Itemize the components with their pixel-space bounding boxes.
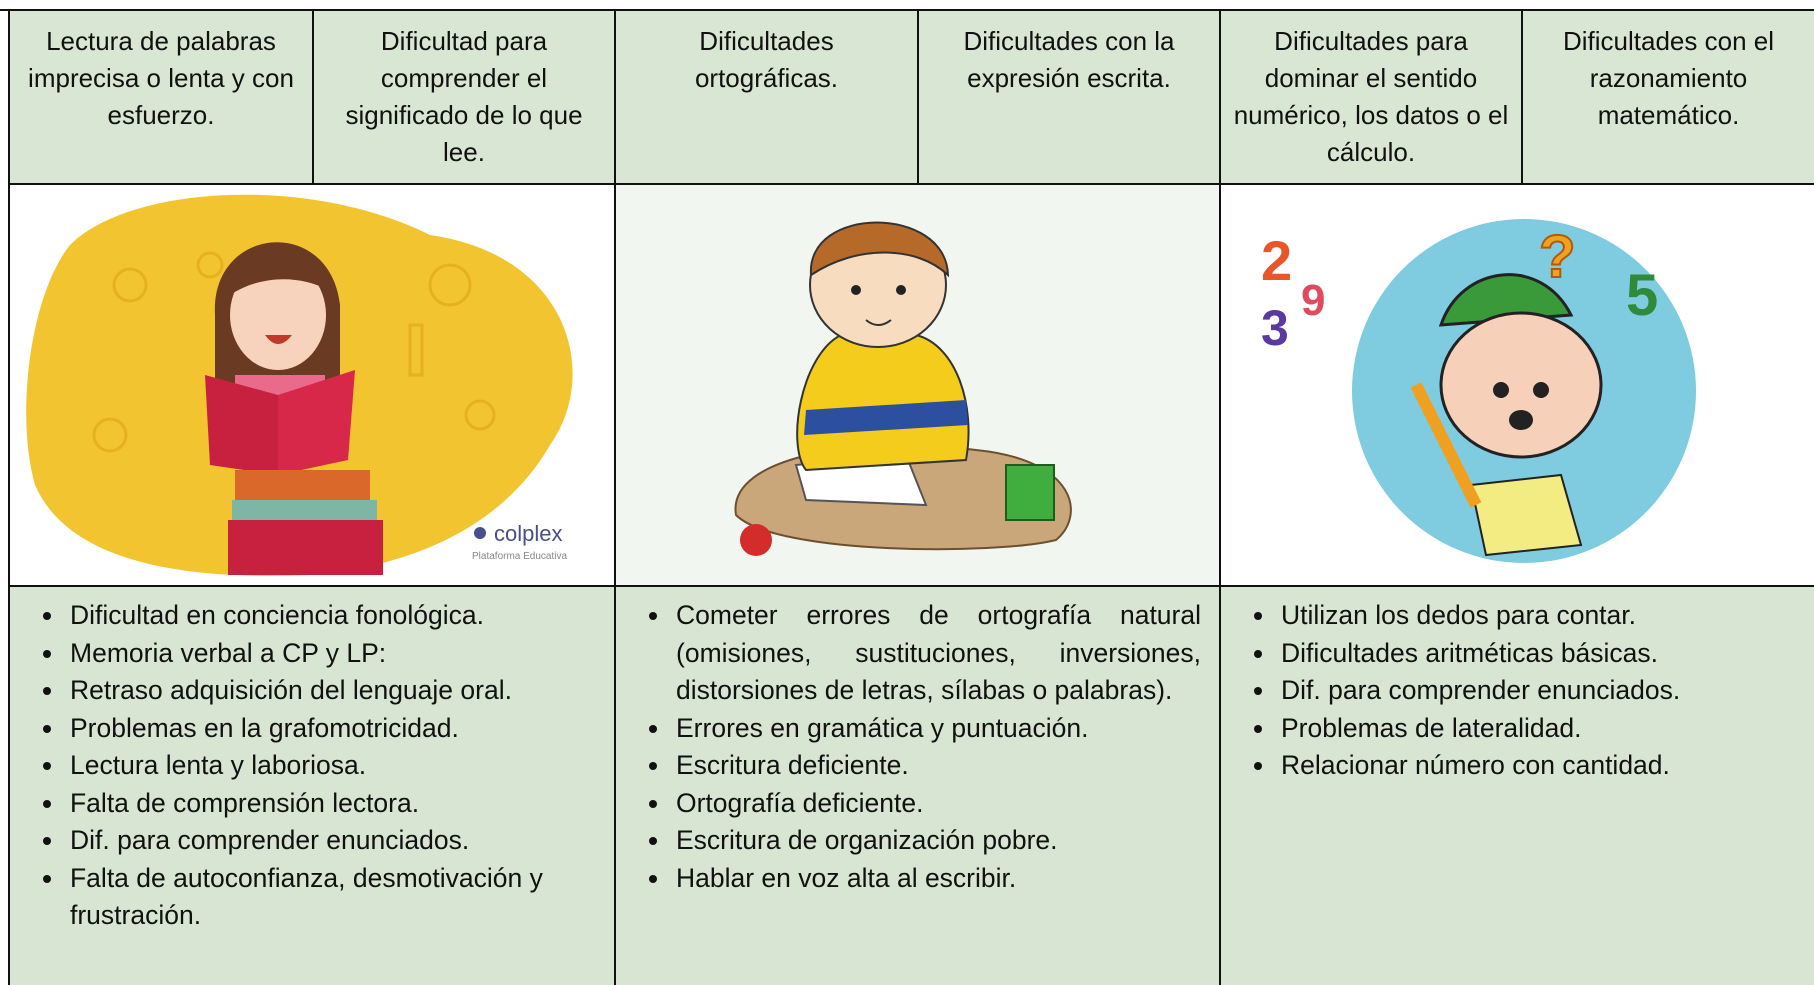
number: 9 — [1301, 276, 1325, 325]
list-item: Relacionar número con cantidad. — [1277, 747, 1796, 785]
list-item: Falta de autoconfianza, desmotivación y … — [66, 860, 596, 935]
list-item: Memoria verbal a CP y LP: — [66, 635, 596, 673]
list-item: Dif. para comprender enunciados. — [1277, 672, 1796, 710]
list-item: Dificultad en conciencia fonológica. — [66, 597, 596, 635]
list-item: Problemas en la grafomotricidad. — [66, 710, 596, 748]
header-cell: Lectura de palabras imprecisa o lenta y … — [8, 9, 312, 184]
header-text: Dificultades con el razonamiento matemát… — [1563, 26, 1774, 130]
image-cell: colplex Plataforma Educativa — [8, 183, 614, 586]
header-text: Dificultad para comprender el significad… — [345, 26, 583, 167]
image-cell — [614, 183, 1219, 586]
header-cell: Dificultades con el razonamiento matemát… — [1521, 9, 1814, 184]
list-cell: Dificultad en conciencia fonológica.Memo… — [8, 585, 614, 985]
list-item: Dificultades aritméticas básicas. — [1277, 635, 1796, 673]
list-item: Lectura lenta y laboriosa. — [66, 747, 596, 785]
list-item: Hablar en voz alta al escribir. — [672, 860, 1201, 898]
number: 2 — [1261, 229, 1292, 292]
number: 5 — [1626, 263, 1658, 328]
header-cell: Dificultades ortográficas. — [614, 9, 917, 184]
list-item: Retraso adquisición del lenguaje oral. — [66, 672, 596, 710]
reading-girl-illustration: colplex Plataforma Educativa — [26, 194, 573, 576]
header-text: Dificultades con la expresión escrita. — [963, 26, 1175, 93]
list-cell: Cometer errores de ortografía natural (o… — [614, 585, 1219, 985]
number: 3 — [1261, 300, 1289, 356]
header-cell: Dificultad para comprender el significad… — [312, 9, 614, 184]
list-item: Dif. para comprender enunciados. — [66, 822, 596, 860]
header-text: Lectura de palabras imprecisa o lenta y … — [28, 26, 294, 130]
list-item: Cometer errores de ortografía natural (o… — [672, 597, 1201, 710]
bullet-list: Cometer errores de ortografía natural (o… — [624, 597, 1201, 897]
logo-text: colplex — [494, 521, 562, 546]
logo-subtitle: Plataforma Educativa — [472, 551, 567, 562]
header-cell: Dificultades para dominar el sentido num… — [1219, 9, 1521, 184]
list-cell: Utilizan los dedos para contar.Dificulta… — [1219, 585, 1814, 985]
list-item: Utilizan los dedos para contar. — [1277, 597, 1796, 635]
header-cell: Dificultades con la expresión escrita. — [917, 9, 1219, 184]
list-item: Errores en gramática y puntuación. — [672, 710, 1201, 748]
bullet-list: Utilizan los dedos para contar.Dificulta… — [1229, 597, 1796, 785]
question-mark: ? — [1539, 223, 1576, 290]
math-boy-illustration: 2 9 3 5 ? — [1261, 219, 1696, 563]
list-item: Escritura de organización pobre. — [672, 822, 1201, 860]
header-text: Dificultades para dominar el sentido num… — [1233, 26, 1509, 167]
header-text: Dificultades ortográficas. — [694, 26, 839, 93]
list-item: Escritura deficiente. — [672, 747, 1201, 785]
list-item: Falta de comprensión lectora. — [66, 785, 596, 823]
writing-boy-illustration — [734, 221, 1072, 556]
list-item: Problemas de lateralidad. — [1277, 710, 1796, 748]
image-cell: 2 9 3 5 ? — [1219, 183, 1814, 586]
bullet-list: Dificultad en conciencia fonológica.Memo… — [18, 597, 596, 935]
list-item: Ortografía deficiente. — [672, 785, 1201, 823]
